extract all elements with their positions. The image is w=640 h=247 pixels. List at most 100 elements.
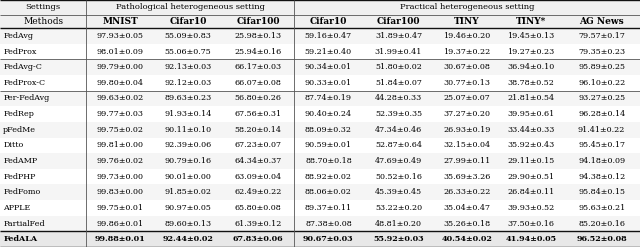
Bar <box>0 122 640 138</box>
Text: 37.27±0.20: 37.27±0.20 <box>444 110 490 118</box>
Text: 26.93±0.19: 26.93±0.19 <box>443 126 490 134</box>
Text: 99.76±0.02: 99.76±0.02 <box>97 157 144 165</box>
Text: 45.39±0.45: 45.39±0.45 <box>375 188 422 196</box>
Text: 31.89±0.47: 31.89±0.47 <box>375 32 422 40</box>
Text: 99.81±0.00: 99.81±0.00 <box>97 141 144 149</box>
Bar <box>0 138 640 153</box>
Text: 99.73±0.00: 99.73±0.00 <box>97 173 144 181</box>
Text: 44.28±0.33: 44.28±0.33 <box>375 95 422 103</box>
Text: 90.40±0.24: 90.40±0.24 <box>305 110 352 118</box>
Text: FedProx: FedProx <box>3 48 36 56</box>
Text: 90.79±0.16: 90.79±0.16 <box>164 157 212 165</box>
Text: 99.77±0.03: 99.77±0.03 <box>97 110 144 118</box>
Text: 88.09±0.32: 88.09±0.32 <box>305 126 352 134</box>
Text: TINY: TINY <box>454 17 479 26</box>
Text: Methods: Methods <box>23 17 63 26</box>
Text: 90.59±0.01: 90.59±0.01 <box>305 141 352 149</box>
Text: 35.04±0.47: 35.04±0.47 <box>444 204 490 212</box>
Text: 59.16±0.47: 59.16±0.47 <box>305 32 352 40</box>
Text: 41.94±0.05: 41.94±0.05 <box>506 235 557 243</box>
Text: 93.27±0.25: 93.27±0.25 <box>578 95 625 103</box>
Text: 99.80±0.04: 99.80±0.04 <box>97 79 144 87</box>
Text: 79.57±0.17: 79.57±0.17 <box>578 32 625 40</box>
Text: 29.11±0.15: 29.11±0.15 <box>508 157 555 165</box>
Text: 88.06±0.02: 88.06±0.02 <box>305 188 352 196</box>
Text: 59.21±0.40: 59.21±0.40 <box>305 48 352 56</box>
Text: 90.97±0.05: 90.97±0.05 <box>164 204 212 212</box>
Text: 99.63±0.02: 99.63±0.02 <box>97 95 144 103</box>
Text: 32.15±0.04: 32.15±0.04 <box>444 141 490 149</box>
Text: 36.94±0.10: 36.94±0.10 <box>508 63 555 71</box>
Text: 55.09±0.83: 55.09±0.83 <box>164 32 212 40</box>
Text: 99.79±0.00: 99.79±0.00 <box>97 63 144 71</box>
Text: 65.80±0.08: 65.80±0.08 <box>235 204 282 212</box>
Text: 25.07±0.07: 25.07±0.07 <box>444 95 490 103</box>
Text: FedAMP: FedAMP <box>3 157 37 165</box>
Text: 66.07±0.08: 66.07±0.08 <box>235 79 282 87</box>
Text: 99.75±0.01: 99.75±0.01 <box>97 204 144 212</box>
Text: 87.74±0.19: 87.74±0.19 <box>305 95 352 103</box>
Text: 87.38±0.08: 87.38±0.08 <box>305 220 352 227</box>
Text: 19.27±0.23: 19.27±0.23 <box>508 48 555 56</box>
Bar <box>0 153 640 169</box>
Text: 39.93±0.52: 39.93±0.52 <box>508 204 555 212</box>
Text: FedPHP: FedPHP <box>3 173 36 181</box>
Text: 47.34±0.46: 47.34±0.46 <box>375 126 422 134</box>
Text: 35.26±0.18: 35.26±0.18 <box>444 220 490 227</box>
Bar <box>0 15 640 28</box>
Text: 90.67±0.03: 90.67±0.03 <box>303 235 354 243</box>
Text: 89.60±0.13: 89.60±0.13 <box>164 220 212 227</box>
Bar <box>0 0 640 15</box>
Text: 61.39±0.12: 61.39±0.12 <box>235 220 282 227</box>
Text: FedRep: FedRep <box>3 110 34 118</box>
Text: 99.83±0.00: 99.83±0.00 <box>97 188 144 196</box>
Text: MNIST: MNIST <box>102 17 138 26</box>
Text: 37.50±0.16: 37.50±0.16 <box>508 220 555 227</box>
Text: 97.93±0.05: 97.93±0.05 <box>97 32 144 40</box>
Text: 55.92±0.03: 55.92±0.03 <box>373 235 424 243</box>
Text: Pathological heterogeneous setting: Pathological heterogeneous setting <box>116 3 265 11</box>
Text: 95.45±0.17: 95.45±0.17 <box>578 141 625 149</box>
Text: 19.45±0.13: 19.45±0.13 <box>508 32 555 40</box>
Text: Cifar10: Cifar10 <box>310 17 347 26</box>
Text: Cifar100: Cifar100 <box>377 17 420 26</box>
Text: 27.99±0.11: 27.99±0.11 <box>444 157 490 165</box>
Text: Cifar10: Cifar10 <box>170 17 207 26</box>
Text: 94.18±0.09: 94.18±0.09 <box>578 157 625 165</box>
Text: FedAvg-C: FedAvg-C <box>3 63 42 71</box>
Text: 35.69±3.26: 35.69±3.26 <box>443 173 490 181</box>
Text: Practical heterogeneous setting: Practical heterogeneous setting <box>400 3 534 11</box>
Text: 55.06±0.75: 55.06±0.75 <box>164 48 211 56</box>
Bar <box>0 60 640 75</box>
Text: 67.56±0.31: 67.56±0.31 <box>235 110 282 118</box>
Text: 67.83±0.06: 67.83±0.06 <box>233 235 284 243</box>
Text: 26.84±0.11: 26.84±0.11 <box>508 188 555 196</box>
Bar <box>0 28 640 44</box>
Text: 92.39±0.06: 92.39±0.06 <box>164 141 212 149</box>
Text: 85.20±0.16: 85.20±0.16 <box>578 220 625 227</box>
Text: 48.81±0.20: 48.81±0.20 <box>375 220 422 227</box>
Text: 56.80±0.26: 56.80±0.26 <box>235 95 282 103</box>
Text: PartialFed: PartialFed <box>3 220 45 227</box>
Text: pFedMe: pFedMe <box>3 126 36 134</box>
Text: 33.44±0.33: 33.44±0.33 <box>508 126 555 134</box>
Text: 89.37±0.11: 89.37±0.11 <box>305 204 352 212</box>
Text: 62.49±0.22: 62.49±0.22 <box>235 188 282 196</box>
Bar <box>0 106 640 122</box>
Text: Settings: Settings <box>26 3 61 11</box>
Text: 91.85±0.02: 91.85±0.02 <box>164 188 212 196</box>
Text: FedFomo: FedFomo <box>3 188 40 196</box>
Text: 95.63±0.21: 95.63±0.21 <box>578 204 625 212</box>
Text: 64.34±0.37: 64.34±0.37 <box>235 157 282 165</box>
Text: 90.33±0.01: 90.33±0.01 <box>305 79 352 87</box>
Text: 19.46±0.20: 19.46±0.20 <box>444 32 490 40</box>
Text: FedProx-C: FedProx-C <box>3 79 45 87</box>
Text: 91.41±0.22: 91.41±0.22 <box>578 126 625 134</box>
Text: 88.92±0.02: 88.92±0.02 <box>305 173 352 181</box>
Text: 92.44±0.02: 92.44±0.02 <box>163 235 214 243</box>
Bar <box>0 185 640 200</box>
Text: FedALA: FedALA <box>3 235 37 243</box>
Text: 99.88±0.01: 99.88±0.01 <box>95 235 146 243</box>
Text: 29.90±0.51: 29.90±0.51 <box>508 173 555 181</box>
Text: Per-FedAvg: Per-FedAvg <box>3 95 49 103</box>
